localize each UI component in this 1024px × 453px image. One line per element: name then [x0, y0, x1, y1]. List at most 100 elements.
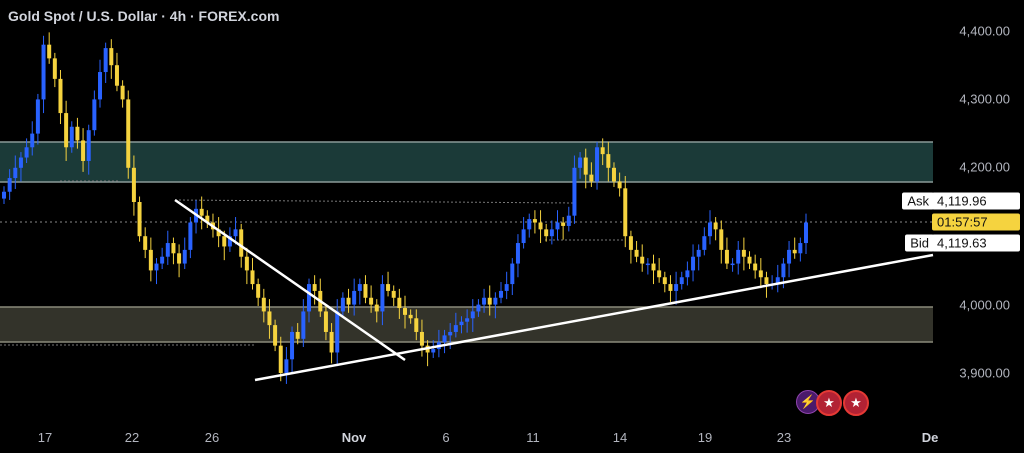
candle-body [131, 167, 136, 202]
dotted-level-2 [174, 199, 576, 204]
candle-body [171, 243, 176, 254]
descending-trendline[interactable] [174, 198, 406, 362]
us-flag-event-icon[interactable]: ★ [816, 390, 842, 416]
candle-body [657, 270, 662, 278]
candle-body [52, 58, 57, 79]
candle-body [81, 140, 86, 161]
candle-body [2, 191, 6, 199]
candle-body [504, 284, 509, 291]
candle-body [290, 331, 295, 360]
candle-body [41, 44, 46, 100]
candle-body [239, 229, 244, 257]
candle-body [668, 284, 673, 291]
candle-body [696, 249, 701, 257]
price-label-4300: 4,300.00 [959, 91, 1010, 107]
candle-body [606, 154, 611, 168]
candle-body [199, 208, 204, 216]
candle-body [188, 222, 193, 250]
candle-body [617, 181, 622, 189]
candle-body [103, 48, 108, 73]
candle-body [120, 85, 125, 100]
candle-body [323, 311, 328, 332]
bid-label: Bid [905, 234, 934, 252]
time-label-22: 22 [124, 430, 140, 445]
candle-body [75, 126, 80, 141]
candle-body [459, 321, 464, 326]
candle-body [329, 331, 334, 353]
candle-body [98, 72, 103, 100]
candle-body [431, 349, 436, 353]
support-zone [0, 307, 933, 342]
us-flag-event-icon-2[interactable]: ★ [843, 390, 869, 416]
candle-body [589, 174, 594, 182]
candle-body [182, 249, 187, 264]
candle-body [58, 78, 63, 114]
candle-body [273, 325, 278, 346]
candle-body [532, 219, 537, 223]
candle-body [414, 318, 419, 332]
candle-body [352, 290, 357, 305]
candle-body [335, 311, 340, 353]
price-label-4000: 4,000.00 [959, 297, 1010, 313]
candle-body [109, 48, 114, 66]
bar-countdown-timer: 01:57:57 [932, 213, 1020, 231]
candle-body [651, 263, 656, 271]
candle-body [357, 284, 362, 291]
resistance-zone [0, 142, 933, 182]
time-label-14: 14 [612, 430, 628, 445]
candle-body [487, 297, 492, 305]
candle-body [143, 236, 148, 250]
candle-body [724, 249, 729, 264]
candle-body [600, 147, 605, 155]
candle-body [764, 277, 769, 285]
candle-body [674, 284, 679, 291]
candle-body [261, 297, 266, 312]
candle-body [753, 263, 758, 271]
candle-body [137, 202, 142, 237]
candle-body [340, 297, 345, 312]
price-label-4400: 4,400.00 [959, 23, 1010, 39]
candle-body [476, 304, 481, 312]
candle-body [736, 249, 741, 264]
candle-body [177, 253, 182, 264]
candle-body [544, 229, 549, 237]
candle-body [250, 270, 255, 285]
candle-body [634, 249, 639, 257]
candle-body [555, 222, 560, 230]
candle-body [595, 147, 600, 182]
candle-body [267, 311, 272, 326]
candle-body [92, 99, 97, 131]
candle-body [583, 157, 588, 175]
candle-body [114, 65, 119, 86]
candle-body [284, 359, 289, 373]
candle-body [775, 277, 780, 285]
candle-body [222, 236, 227, 247]
candle-body [306, 284, 311, 312]
candle-body [233, 229, 238, 237]
candle-body [154, 263, 159, 271]
ascending-trendline[interactable] [254, 253, 934, 382]
price-label-3900: 3,900.00 [959, 365, 1010, 381]
candle-body [521, 229, 526, 244]
candle-body [662, 277, 667, 285]
candle-body [363, 284, 368, 298]
candle-body [374, 304, 379, 312]
candle-body [470, 311, 475, 319]
candle-body [515, 243, 520, 264]
candle-body [691, 256, 696, 271]
candle-body [346, 297, 351, 305]
candle-body [160, 256, 165, 264]
candle-body [408, 314, 413, 319]
candle-body [804, 222, 808, 244]
candle-body [781, 263, 786, 278]
candle-body [403, 308, 407, 315]
candle-body [578, 157, 583, 168]
candle-body [453, 325, 458, 332]
candle-body [47, 44, 52, 59]
candle-body [256, 284, 261, 298]
ask-label: Ask [902, 192, 934, 210]
candle-body [86, 130, 91, 161]
time-label-17: 17 [37, 430, 53, 445]
candle-body [278, 345, 283, 373]
